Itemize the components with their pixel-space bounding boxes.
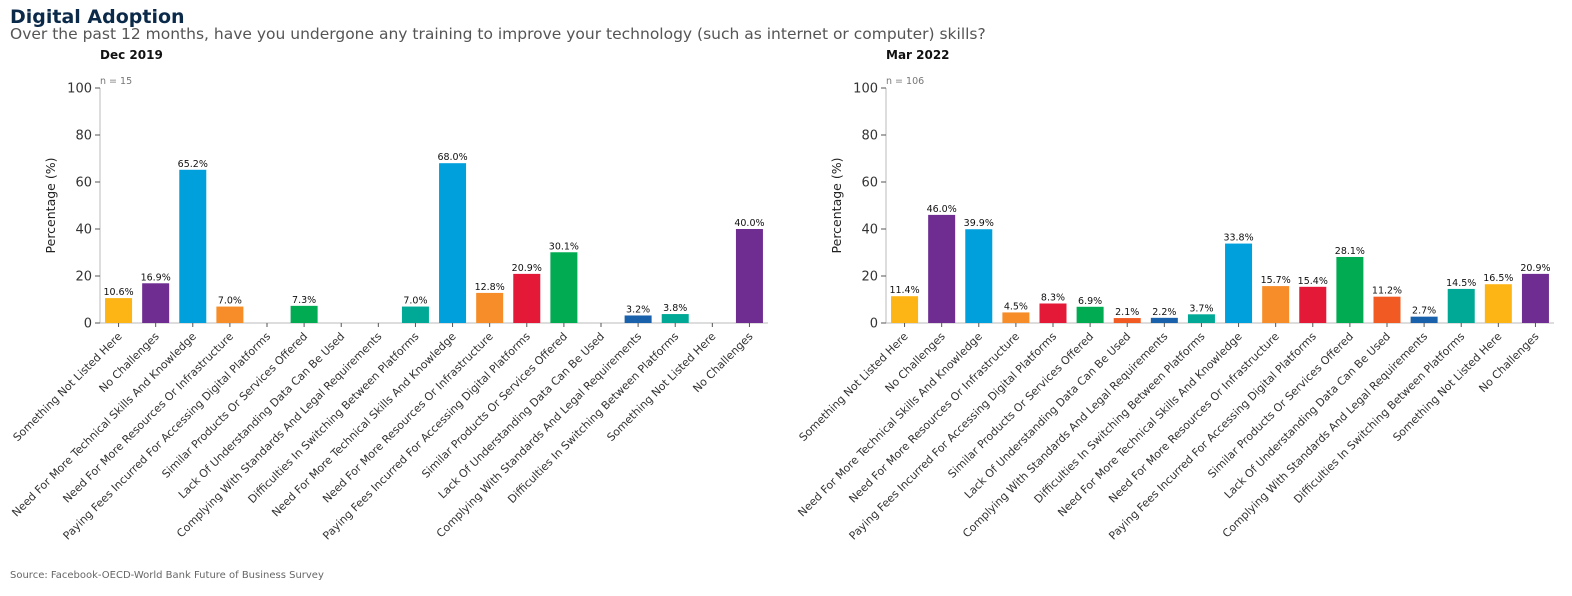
y-tick-label: 60 bbox=[75, 176, 92, 191]
data-label: 8.3% bbox=[1041, 292, 1065, 303]
x-tick-label: Difficulties In Switching Between Platfo… bbox=[1291, 330, 1467, 506]
page-title: Digital Adoption bbox=[10, 6, 185, 28]
data-label: 20.9% bbox=[1520, 263, 1550, 274]
bar bbox=[1262, 286, 1290, 323]
data-label: 6.9% bbox=[1078, 296, 1102, 307]
data-label: 3.8% bbox=[663, 303, 687, 314]
bar bbox=[401, 306, 429, 323]
bar bbox=[513, 273, 541, 323]
x-tick-label: Difficulties In Switching Between Platfo… bbox=[246, 330, 422, 506]
bar bbox=[1521, 273, 1549, 323]
data-label: 7.0% bbox=[218, 296, 242, 307]
data-label: 4.5% bbox=[1004, 301, 1028, 312]
data-label: 30.1% bbox=[549, 241, 579, 252]
chart-mar-2022: Mar 2022 n = 106 0 20 40 60 80 100 Percentage (%… bbox=[795, 48, 1554, 543]
x-tick-label: Need For More Resources Or Infrastructur… bbox=[846, 330, 1022, 506]
bar bbox=[1076, 306, 1104, 323]
sample-size-note: n = 15 bbox=[100, 76, 132, 87]
data-label: 10.6% bbox=[103, 287, 133, 298]
bar bbox=[1299, 286, 1327, 323]
bar bbox=[965, 229, 993, 323]
source-note: Source: Facebook-OECD-World Bank Future … bbox=[10, 570, 324, 581]
x-tick-label: Difficulties In Switching Between Platfo… bbox=[505, 330, 681, 506]
bar bbox=[624, 315, 652, 323]
bar bbox=[1447, 288, 1475, 323]
bar bbox=[179, 169, 207, 323]
bar bbox=[891, 296, 919, 323]
data-label: 33.8% bbox=[1223, 233, 1253, 244]
bar bbox=[105, 298, 133, 323]
x-tick-label: Need For More Resources Or Infrastructur… bbox=[60, 330, 236, 506]
y-tick-label: 0 bbox=[870, 317, 878, 332]
bar bbox=[1373, 296, 1401, 323]
y-tick-label: 80 bbox=[861, 129, 878, 144]
bar bbox=[1225, 243, 1253, 323]
bar bbox=[1484, 284, 1512, 323]
y-tick-label: 20 bbox=[861, 270, 878, 285]
bar bbox=[1410, 316, 1438, 323]
y-tick-label: 40 bbox=[861, 223, 878, 238]
panel-title: Mar 2022 bbox=[886, 48, 950, 62]
sample-size-note: n = 106 bbox=[886, 76, 924, 87]
data-label: 12.8% bbox=[475, 282, 505, 293]
bar bbox=[1187, 314, 1215, 323]
y-tick-label: 40 bbox=[75, 223, 92, 238]
bar bbox=[661, 314, 689, 323]
data-label: 28.1% bbox=[1335, 246, 1365, 257]
data-label: 20.9% bbox=[512, 263, 542, 274]
data-label: 2.7% bbox=[1412, 306, 1436, 317]
data-label: 68.0% bbox=[437, 152, 467, 163]
x-tick-label: Need For More Resources Or Infrastructur… bbox=[1106, 330, 1282, 506]
data-label: 2.1% bbox=[1115, 307, 1139, 318]
bar bbox=[1150, 317, 1178, 323]
data-label: 11.2% bbox=[1372, 286, 1402, 297]
y-tick-label: 0 bbox=[84, 317, 92, 332]
bar bbox=[1039, 303, 1067, 323]
data-label: 11.4% bbox=[889, 285, 919, 296]
data-label: 65.2% bbox=[178, 159, 208, 170]
bar bbox=[439, 163, 467, 323]
page-subtitle: Over the past 12 months, have you underg… bbox=[10, 25, 986, 43]
data-label: 7.0% bbox=[403, 296, 427, 307]
y-tick-label: 60 bbox=[861, 176, 878, 191]
data-label: 2.2% bbox=[1152, 307, 1176, 318]
panel-title: Dec 2019 bbox=[100, 48, 163, 62]
y-tick-label: 100 bbox=[67, 82, 92, 97]
data-label: 7.3% bbox=[292, 295, 316, 306]
data-label: 46.0% bbox=[927, 204, 957, 215]
data-label: 39.9% bbox=[964, 218, 994, 229]
data-label: 15.4% bbox=[1298, 276, 1328, 287]
chart-dec-2019: Dec 2019 n = 15 0 20 40 60 80 100 Percentage (%)… bbox=[9, 48, 768, 543]
bar bbox=[550, 252, 578, 323]
data-label: 16.9% bbox=[141, 272, 171, 283]
data-label: 15.7% bbox=[1261, 275, 1291, 286]
data-label: 3.2% bbox=[626, 304, 650, 315]
x-tick-label: Difficulties In Switching Between Platfo… bbox=[1032, 330, 1208, 506]
bar bbox=[735, 229, 763, 323]
bar bbox=[1113, 318, 1141, 323]
bar bbox=[928, 214, 956, 323]
x-tick-label: Need For More Resources Or Infrastructur… bbox=[320, 330, 496, 506]
bar bbox=[290, 305, 318, 323]
y-tick-label: 20 bbox=[75, 270, 92, 285]
y-tick-label: 100 bbox=[853, 82, 878, 97]
data-label: 16.5% bbox=[1483, 273, 1513, 284]
y-tick-label: 80 bbox=[75, 129, 92, 144]
bar bbox=[1336, 256, 1364, 323]
bar bbox=[216, 306, 244, 323]
bar bbox=[1002, 312, 1030, 323]
data-label: 3.7% bbox=[1189, 303, 1213, 314]
data-label: 40.0% bbox=[734, 218, 764, 229]
y-axis-label: Percentage (%) bbox=[829, 158, 844, 254]
bar bbox=[476, 292, 504, 323]
data-label: 14.5% bbox=[1446, 278, 1476, 289]
y-axis-label: Percentage (%) bbox=[43, 158, 58, 254]
bar bbox=[142, 283, 170, 323]
